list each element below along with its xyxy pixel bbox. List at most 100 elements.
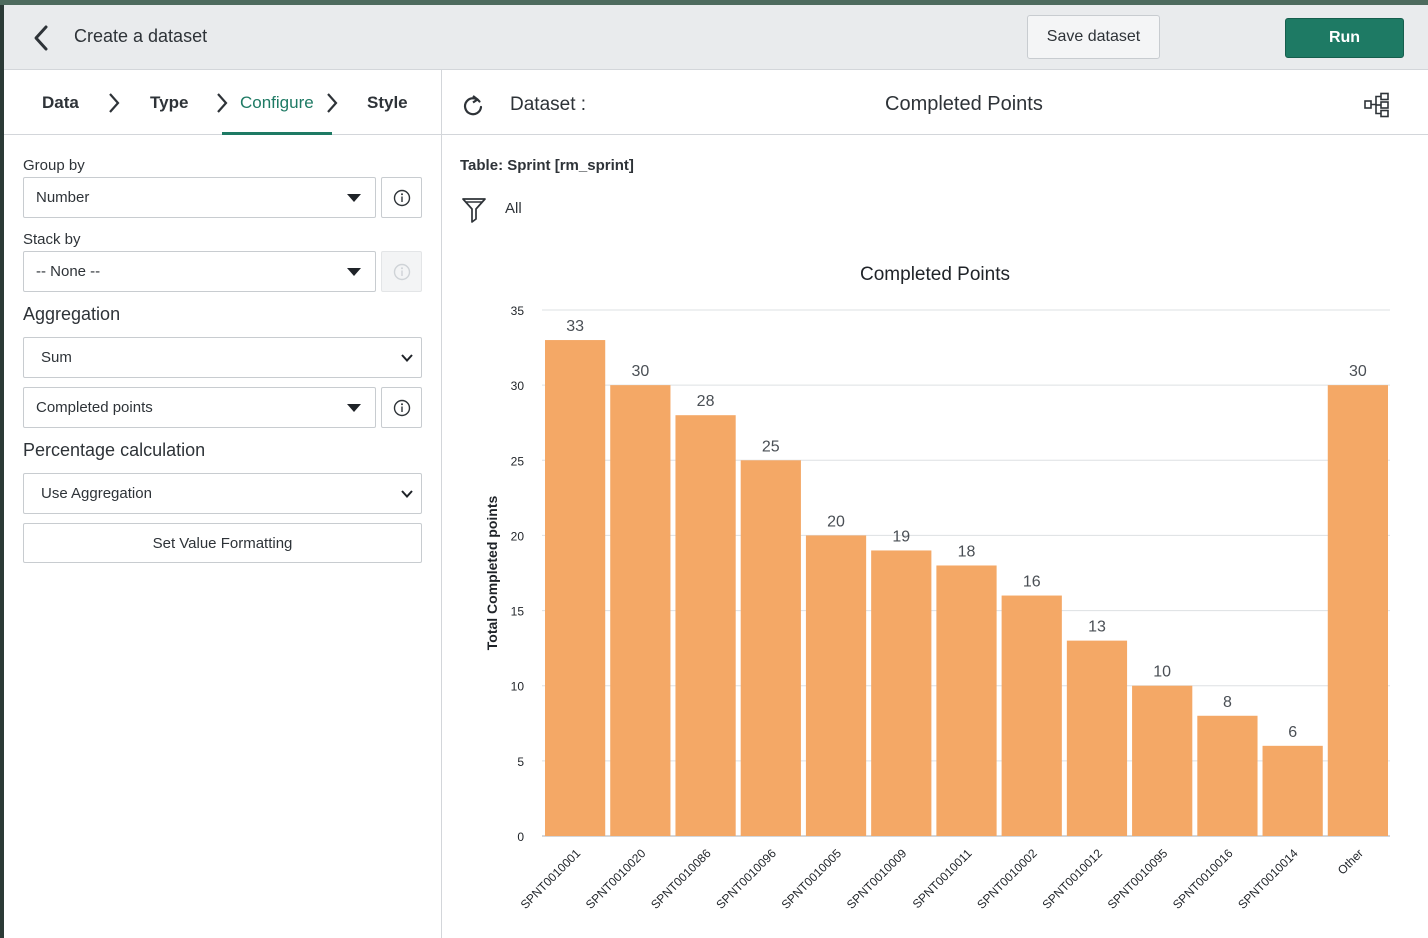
- save-dataset-button[interactable]: Save dataset: [1027, 15, 1160, 59]
- stack-by-label: Stack by: [23, 231, 81, 248]
- step-type[interactable]: Type: [150, 93, 189, 112]
- data-label: 30: [1349, 363, 1367, 380]
- y-tick-label: 10: [511, 680, 525, 694]
- step-nav: Data Type Configure Style: [4, 70, 441, 135]
- data-label: 8: [1223, 694, 1232, 711]
- chevron-right-icon: [217, 93, 228, 113]
- step-configure[interactable]: Configure: [240, 93, 314, 112]
- data-label: 20: [827, 513, 845, 530]
- x-tick-label: SPNT0010020: [583, 846, 649, 912]
- top-accent-strip: [0, 0, 1428, 5]
- y-tick-label: 30: [511, 379, 525, 393]
- stack-by-select[interactable]: -- None --: [23, 251, 376, 292]
- dataset-label: Dataset :: [510, 94, 587, 115]
- x-tick-label: Other: [1335, 846, 1366, 877]
- bar: [1327, 385, 1388, 836]
- back-arrow-icon: [34, 25, 48, 51]
- group-by-select[interactable]: Number: [23, 177, 376, 218]
- info-icon: [393, 189, 411, 207]
- chevron-right-icon: [327, 93, 338, 113]
- y-tick-label: 5: [517, 755, 524, 769]
- bar: [1001, 595, 1062, 836]
- page-title: Create a dataset: [74, 26, 208, 46]
- hierarchy-icon[interactable]: [1364, 92, 1390, 118]
- dataset-name: Completed Points: [885, 93, 1043, 115]
- active-step-indicator: [222, 132, 332, 135]
- bar: [610, 385, 671, 836]
- data-label: 6: [1288, 724, 1297, 741]
- data-label: 33: [566, 318, 584, 335]
- info-icon: [393, 263, 411, 281]
- group-by-label: Group by: [23, 157, 85, 174]
- info-icon: [393, 399, 411, 417]
- aggregation-value: Sum: [41, 349, 72, 366]
- bar: [1132, 685, 1193, 836]
- group-by-value: Number: [36, 189, 90, 206]
- step-style[interactable]: Style: [367, 93, 408, 112]
- left-edge-strip: [0, 5, 4, 938]
- data-label: 25: [762, 438, 780, 455]
- bar: [871, 550, 932, 836]
- data-label: 16: [1023, 574, 1041, 591]
- percentage-select[interactable]: Use Aggregation: [23, 473, 422, 514]
- stack-by-info-button: [381, 251, 422, 292]
- dropdown-caret-icon: [347, 194, 361, 202]
- data-label: 13: [1088, 619, 1106, 636]
- y-tick-label: 25: [511, 454, 525, 468]
- percentage-calculation-label: Percentage calculation: [23, 440, 206, 460]
- data-label: 28: [697, 393, 715, 410]
- chart-title: Completed Points: [860, 264, 1010, 285]
- run-button[interactable]: Run: [1285, 18, 1404, 58]
- filter-text: All: [505, 200, 522, 217]
- chevron-down-icon: [401, 490, 413, 498]
- dropdown-caret-icon: [347, 404, 361, 412]
- chevron-down-icon: [401, 354, 413, 362]
- dropdown-caret-icon: [347, 268, 361, 276]
- y-tick-label: 35: [511, 304, 525, 318]
- bar: [936, 565, 997, 836]
- x-tick-label: SPNT0010011: [910, 846, 975, 911]
- aggregation-label: Aggregation: [23, 304, 121, 324]
- bar: [1262, 745, 1323, 836]
- data-label: 19: [892, 528, 910, 545]
- y-axis-label: Total Completed points: [484, 496, 500, 651]
- bar: [1066, 640, 1128, 836]
- filter-icon[interactable]: [461, 197, 487, 223]
- aggregation-select[interactable]: Sum: [23, 337, 422, 378]
- x-tick-label: SPNT0010002: [974, 846, 1040, 912]
- y-tick-label: 0: [517, 830, 524, 844]
- x-tick-label: SPNT0010096: [713, 846, 779, 912]
- x-tick-label: SPNT0010086: [648, 846, 714, 912]
- data-label: 30: [631, 363, 649, 380]
- dataset-header: Dataset : Completed Points: [442, 70, 1428, 135]
- preview-panel: Dataset : Completed Points Table: Sprint…: [442, 70, 1428, 938]
- set-value-formatting-button[interactable]: Set Value Formatting: [23, 523, 422, 563]
- bar: [805, 535, 867, 836]
- table-name: Table: Sprint [rm_sprint]: [460, 157, 634, 174]
- y-tick-label: 20: [511, 529, 525, 543]
- data-label: 10: [1153, 664, 1171, 681]
- bar-chart: Completed Points Total Completed points …: [484, 264, 1390, 912]
- y-tick-label: 15: [511, 605, 525, 619]
- aggregation-field-info-button[interactable]: [381, 387, 422, 428]
- percentage-value: Use Aggregation: [41, 485, 152, 502]
- x-tick-label: SPNT0010012: [1040, 846, 1106, 912]
- aggregation-field-select[interactable]: Completed points: [23, 387, 376, 428]
- aggregation-field-value: Completed points: [36, 399, 153, 416]
- bar: [1197, 715, 1258, 836]
- x-tick-label: SPNT0010016: [1170, 846, 1236, 912]
- chevron-right-icon: [109, 93, 120, 113]
- bar: [545, 340, 606, 836]
- back-button[interactable]: [28, 23, 56, 53]
- config-panel: Data Type Configure Style Group by Numbe…: [4, 70, 442, 938]
- x-tick-label: SPNT0010014: [1235, 846, 1301, 912]
- x-tick-label: SPNT0010009: [844, 846, 910, 912]
- x-tick-label: SPNT0010005: [779, 846, 845, 912]
- group-by-info-button[interactable]: [381, 177, 422, 218]
- bar: [675, 415, 736, 836]
- x-tick-label: SPNT0010001: [518, 846, 584, 912]
- refresh-icon[interactable]: [462, 93, 484, 117]
- step-data[interactable]: Data: [42, 93, 79, 112]
- data-label: 18: [958, 543, 976, 560]
- stack-by-value: -- None --: [36, 263, 101, 280]
